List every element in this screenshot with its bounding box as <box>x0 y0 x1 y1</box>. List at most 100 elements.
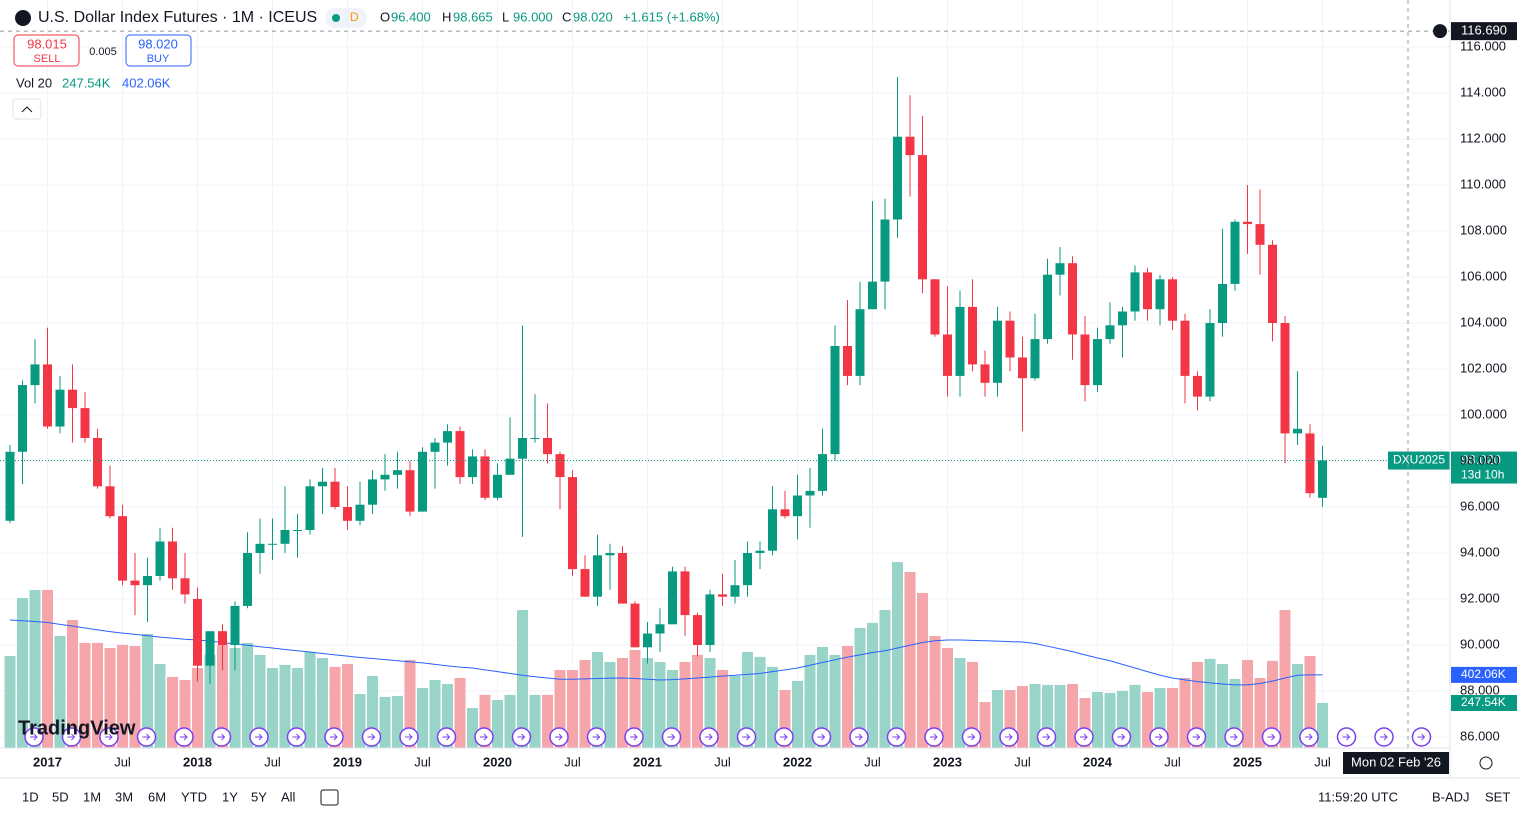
volume-bar <box>554 670 566 748</box>
ohlc-change: +1.615 (+1.68%) <box>623 9 720 24</box>
candle-body <box>1068 263 1077 335</box>
sell-button[interactable] <box>13 34 80 67</box>
volume-bar <box>879 610 891 748</box>
range-button[interactable]: 3M <box>115 789 133 804</box>
buy-label[interactable]: BUY <box>147 53 170 65</box>
event-arrow <box>67 733 76 741</box>
range-button[interactable]: YTD <box>181 789 207 804</box>
volume-bar <box>204 654 216 748</box>
candle-body <box>130 580 140 586</box>
candle-body <box>1143 272 1152 310</box>
adjust-button[interactable]: B-ADJ <box>1432 789 1470 804</box>
buy-button[interactable] <box>125 34 192 67</box>
candle-body <box>430 442 440 452</box>
range-button[interactable]: 1D <box>22 789 39 804</box>
y-tick-label: 86.000 <box>1460 728 1500 743</box>
volume-bar <box>467 708 478 748</box>
candle-body <box>968 306 977 365</box>
y-tick-label: 116.000 <box>1460 38 1506 53</box>
volume-bar <box>979 702 991 748</box>
event-arrow <box>217 733 226 741</box>
candle-body <box>255 543 265 553</box>
candle-body <box>105 486 115 517</box>
collapse-button[interactable] <box>12 98 42 120</box>
volume-bar <box>279 664 291 748</box>
volume-bar <box>804 654 816 748</box>
event-arrow <box>1117 733 1126 741</box>
volume-bar <box>754 656 766 748</box>
volume-bar <box>117 644 128 748</box>
volume-bar <box>817 646 828 748</box>
x-tick-label: 2023 <box>933 754 962 769</box>
y-tick-label: 98.000 <box>1460 452 1500 467</box>
volume-bar <box>479 694 491 748</box>
x-tick-label: Jul <box>1314 754 1331 769</box>
candle-body <box>505 458 515 475</box>
buy-price[interactable]: 98.020 <box>138 36 178 51</box>
candle-body <box>55 389 65 427</box>
y-tick-label: 108.000 <box>1460 222 1507 237</box>
volume-bar <box>517 610 528 748</box>
volume-bar <box>792 680 803 748</box>
volume-bar <box>79 642 91 748</box>
volume-bar <box>717 670 728 748</box>
ohlc-value: 96.400 <box>391 9 431 24</box>
volume-bar <box>929 636 941 748</box>
crosshair-plus[interactable] <box>1433 24 1447 39</box>
candle-body <box>80 408 90 438</box>
volume-bar <box>254 654 266 748</box>
volume-bar <box>529 694 541 748</box>
candle-body <box>955 306 965 376</box>
volume-bar <box>1017 686 1028 748</box>
symbol-tag <box>1388 451 1450 470</box>
candle-body <box>793 495 802 517</box>
volume-bar <box>1142 692 1153 748</box>
range-button[interactable]: All <box>281 789 296 804</box>
event-arrow <box>1380 733 1388 741</box>
volume-bar <box>1092 692 1103 748</box>
range-button[interactable]: 5D <box>52 789 69 804</box>
settings-icon[interactable] <box>1479 756 1493 770</box>
y-tick-label: 90.000 <box>1460 636 1500 651</box>
sell-price[interactable]: 98.015 <box>27 36 67 51</box>
volume-bar <box>729 676 741 748</box>
event-arrow <box>180 733 188 741</box>
event-arrow <box>1005 733 1013 741</box>
x-tick-label: 2017 <box>33 754 62 769</box>
range-button[interactable]: 6M <box>148 789 166 804</box>
clock: 11:59:20 UTC <box>1318 789 1398 804</box>
candle-body <box>693 615 702 645</box>
candle-body <box>555 454 565 478</box>
ohlc-key: O <box>380 9 390 24</box>
sell-label[interactable]: SELL <box>34 53 61 65</box>
candle-body <box>268 543 277 545</box>
y-tick-label: 114.000 <box>1460 84 1506 99</box>
date-range-icon[interactable] <box>320 789 339 806</box>
candle-body <box>93 438 102 487</box>
candle-body <box>705 594 715 645</box>
candle-body <box>1093 339 1102 386</box>
candle-body <box>893 136 902 220</box>
volume-bar <box>429 680 441 748</box>
volume-bar <box>317 658 328 748</box>
volume-bar <box>1317 702 1328 748</box>
range-button[interactable]: 5Y <box>251 789 267 804</box>
candle-body <box>943 334 952 376</box>
ohlc-value: 96.000 <box>513 9 553 24</box>
candle-body <box>355 504 365 521</box>
volume-bar <box>217 644 228 748</box>
volume-bar <box>1042 684 1053 748</box>
candle-body <box>418 451 427 512</box>
range-button[interactable]: 1Y <box>222 789 238 804</box>
candle-body <box>68 389 77 409</box>
volume-ma-tag <box>1451 666 1517 683</box>
candle-body <box>755 550 765 553</box>
session-button[interactable]: SET <box>1485 789 1510 804</box>
volume-bar <box>404 660 416 748</box>
event-arrow <box>817 733 826 741</box>
event-arrow <box>967 733 976 741</box>
volume-title: Vol 20 <box>16 75 52 90</box>
range-button[interactable]: 1M <box>83 789 101 804</box>
symbol-tag-text: DXU2025 <box>1393 453 1445 467</box>
y-tick-label: 102.000 <box>1460 360 1507 375</box>
